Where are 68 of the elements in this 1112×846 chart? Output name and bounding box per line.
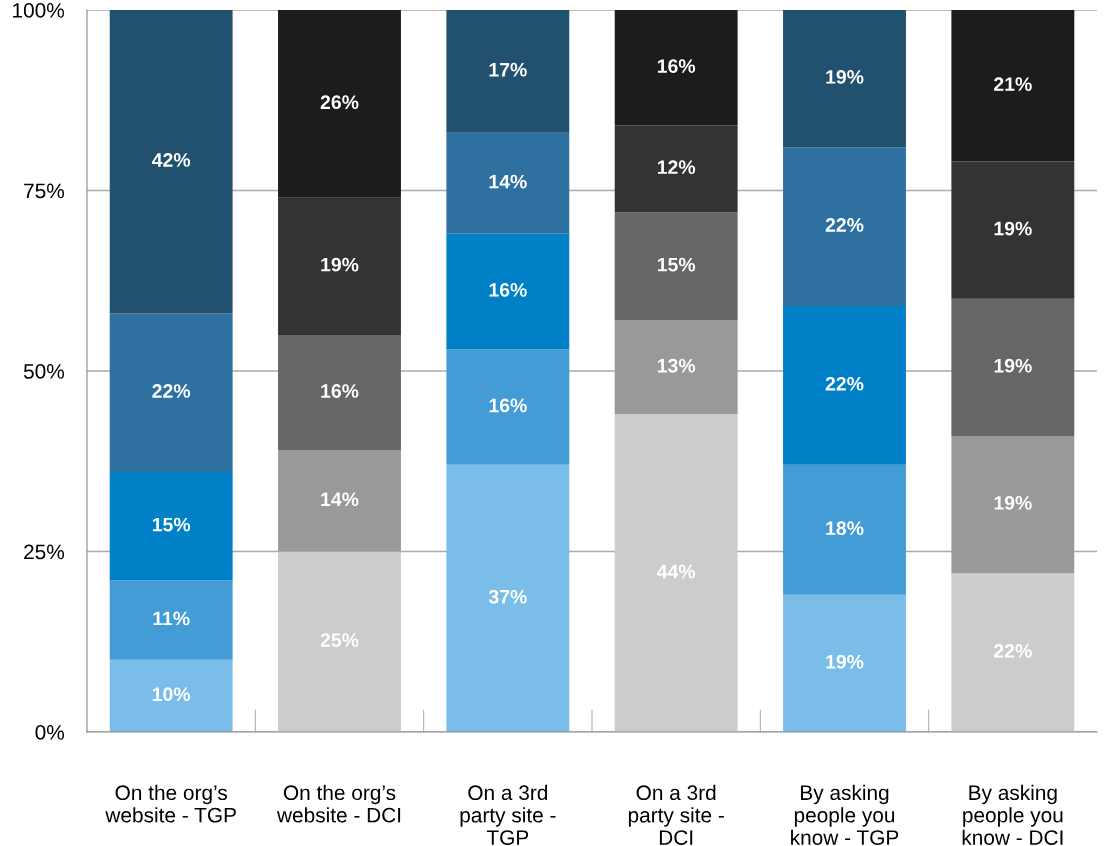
x-tick-label: On the org’s website - TGP	[105, 784, 236, 823]
y-tick-label: 25%	[24, 544, 65, 560]
data-label: 13%	[657, 358, 696, 373]
data-label: 14%	[489, 174, 527, 189]
data-label: 37%	[488, 589, 527, 604]
bar	[109, 472, 233, 581]
bar	[278, 10, 401, 198]
bar	[951, 435, 1075, 574]
bar	[446, 10, 570, 133]
bar	[278, 450, 401, 552]
data-label: 19%	[994, 221, 1032, 236]
x-tick-label: On a 3rd party site - TGP	[460, 784, 556, 845]
x-tick-label: By asking people you know - DCI	[962, 784, 1063, 845]
bar	[109, 659, 233, 732]
data-label: 19%	[994, 496, 1032, 510]
data-label: 15%	[152, 517, 191, 532]
bar	[109, 10, 233, 314]
bar	[614, 320, 738, 415]
data-label: 12%	[657, 160, 696, 175]
data-label: 22%	[825, 376, 864, 391]
bar	[278, 197, 401, 335]
bar	[783, 147, 906, 307]
x-tick-label: On the org’s website - DCI	[276, 784, 401, 823]
y-tick-label: 100%	[13, 3, 65, 18]
data-label: 14%	[321, 492, 359, 507]
data-label: 16%	[489, 283, 527, 297]
bar	[783, 464, 906, 595]
data-label: 18%	[826, 521, 864, 536]
x-tick-label: By asking people you know - TGP	[791, 784, 899, 845]
bar	[951, 573, 1075, 732]
y-tick-label: 75%	[24, 183, 65, 199]
bar	[951, 298, 1075, 436]
bar	[614, 10, 738, 126]
data-label: 19%	[826, 654, 864, 669]
bar	[278, 334, 401, 451]
bar	[614, 414, 738, 732]
data-label: 19%	[826, 70, 864, 84]
bar	[446, 464, 570, 732]
bar	[278, 551, 401, 732]
data-label: 26%	[320, 95, 359, 110]
data-label: 10%	[152, 687, 191, 702]
bar	[109, 580, 233, 660]
bar	[783, 594, 906, 732]
data-label: 17%	[489, 62, 527, 77]
bar	[783, 306, 906, 465]
data-label: 22%	[825, 218, 864, 232]
data-label: 16%	[321, 384, 359, 398]
bar	[614, 125, 738, 213]
data-label: 16%	[489, 398, 527, 413]
bar	[614, 212, 738, 321]
bar	[446, 349, 570, 465]
bar	[951, 10, 1075, 162]
bar	[951, 161, 1075, 299]
y-tick-label: 0%	[35, 725, 65, 740]
data-label: 19%	[321, 257, 359, 272]
data-label: 15%	[657, 257, 696, 272]
data-label: 19%	[994, 358, 1032, 373]
y-tick-label: 50%	[23, 364, 65, 379]
data-label: 42%	[152, 153, 191, 167]
x-tick-label: On a 3rd party site - DCI	[628, 784, 724, 845]
bar	[446, 233, 570, 350]
bar	[783, 10, 906, 148]
data-label: 16%	[657, 59, 696, 73]
data-label: 21%	[994, 77, 1032, 91]
data-label: 11%	[153, 611, 190, 626]
bar	[109, 313, 233, 473]
data-label: 22%	[152, 384, 191, 398]
bar	[446, 132, 570, 234]
